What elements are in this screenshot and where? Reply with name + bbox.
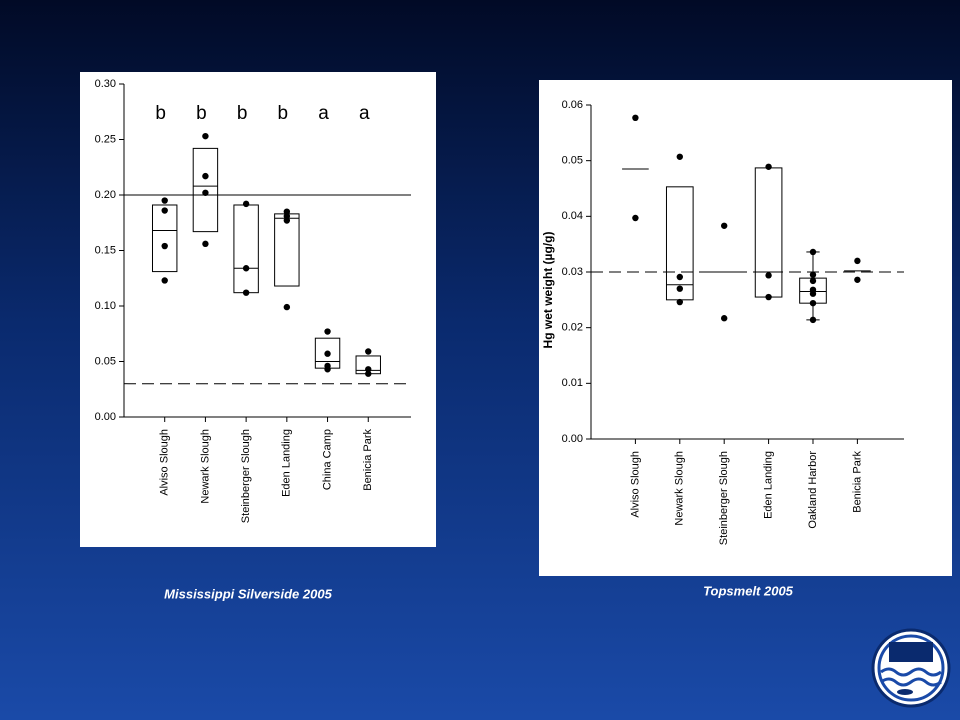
- data-point: [720, 315, 728, 322]
- data-point: [765, 293, 772, 301]
- y-tick-label: 0.15: [95, 244, 116, 256]
- x-tick-label: Benicia Park: [851, 451, 863, 513]
- data-point: [283, 212, 291, 220]
- data-point: [242, 200, 250, 208]
- data-point: [283, 208, 291, 215]
- y-tick-label: 0.05: [95, 355, 116, 367]
- data-point: [809, 290, 817, 297]
- data-point: [324, 350, 331, 357]
- data-point: [283, 217, 291, 224]
- data-point: [324, 366, 331, 373]
- y-tick-label: 0.05: [562, 155, 583, 167]
- data-point: [809, 271, 817, 278]
- data-point: [365, 370, 372, 377]
- data-point: [324, 328, 331, 335]
- group-letter: b: [196, 103, 207, 124]
- y-tick-label: 0.03: [562, 266, 583, 278]
- x-tick-label: China Camp: [321, 429, 333, 490]
- data-point: [161, 207, 168, 214]
- data-point: [854, 257, 861, 265]
- group-letter: a: [359, 103, 370, 124]
- data-point: [809, 277, 817, 285]
- y-tick-label: 0.00: [562, 433, 583, 445]
- chart-caption: Topsmelt 2005: [703, 583, 794, 598]
- data-point: [765, 272, 772, 279]
- data-point: [854, 276, 861, 283]
- data-point: [809, 248, 817, 256]
- data-point: [765, 163, 772, 170]
- box: [151, 204, 178, 273]
- chart-panel: [80, 72, 436, 547]
- x-tick-label: Eden Landing: [281, 429, 293, 497]
- y-tick-label: 0.10: [95, 300, 116, 312]
- x-tick-label: Newark Slough: [199, 429, 211, 504]
- y-tick-label: 0.20: [95, 189, 116, 201]
- box: [192, 147, 219, 233]
- data-point: [161, 242, 168, 250]
- data-point: [676, 273, 683, 281]
- y-tick-label: 0.06: [562, 99, 583, 111]
- data-point: [720, 222, 728, 229]
- data-point: [161, 197, 168, 204]
- data-point: [809, 299, 817, 307]
- group-letter: b: [278, 103, 289, 124]
- y-tick-label: 0.25: [95, 133, 116, 145]
- data-point: [632, 114, 639, 122]
- x-tick-label: Steinberger Slough: [718, 451, 730, 545]
- y-tick-label: 0.01: [562, 377, 583, 389]
- x-tick-label: Newark Slough: [674, 451, 686, 526]
- x-tick-label: Oakland Harbor: [807, 451, 819, 529]
- y-tick-label: 0.04: [562, 210, 583, 222]
- data-point: [242, 289, 250, 296]
- group-letter: b: [237, 103, 248, 124]
- x-tick-label: Benicia Park: [362, 429, 374, 491]
- chart-panel: [539, 80, 952, 576]
- logo: [871, 628, 951, 708]
- data-point: [676, 153, 683, 160]
- y-tick-label: 0.30: [95, 78, 116, 90]
- y-tick-label: 0.02: [562, 322, 583, 334]
- group-letter: a: [318, 103, 329, 124]
- data-point: [676, 285, 683, 292]
- data-point: [202, 189, 209, 196]
- data-point: [242, 265, 250, 272]
- x-tick-label: Steinberger Slough: [240, 429, 252, 523]
- x-tick-label: Alviso Slough: [629, 451, 641, 518]
- data-point: [809, 316, 817, 324]
- x-tick-label: Alviso Slough: [159, 429, 171, 496]
- data-point: [202, 172, 209, 180]
- y-axis-label: Hg wet weight (µg/g): [541, 232, 555, 349]
- group-letter: b: [155, 103, 166, 124]
- chart-caption: Mississippi Silverside 2005: [164, 586, 332, 601]
- data-point: [365, 366, 372, 373]
- data-point: [676, 298, 683, 306]
- data-point: [283, 303, 291, 311]
- data-point: [632, 214, 639, 222]
- data-point: [202, 132, 209, 140]
- data-point: [161, 277, 168, 284]
- data-point: [202, 240, 209, 248]
- y-tick-label: 0.00: [95, 411, 116, 423]
- x-tick-label: Eden Landing: [762, 451, 774, 519]
- data-point: [365, 348, 372, 355]
